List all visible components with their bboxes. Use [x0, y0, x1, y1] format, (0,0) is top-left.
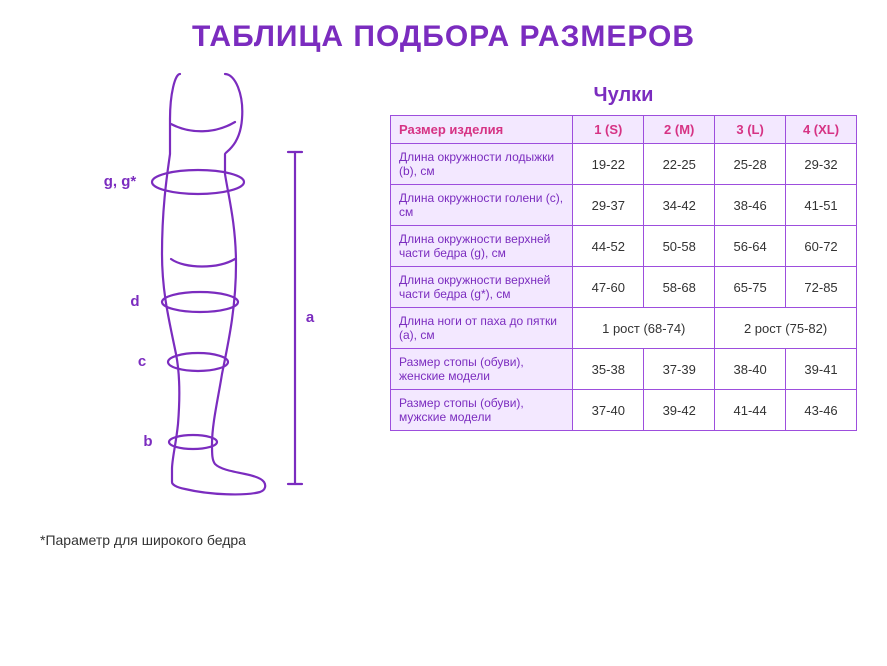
header-size-0: 1 (S) [573, 116, 644, 144]
table-cell: 60-72 [786, 226, 857, 267]
table-row: Длина ноги от паха до пятки (a), см1 рос… [391, 308, 857, 349]
header-size-3: 4 (XL) [786, 116, 857, 144]
diagram-column: g, g* d c b a [30, 64, 390, 514]
table-row: Длина окружности голени (c), см29-3734-4… [391, 185, 857, 226]
table-cell: 41-51 [786, 185, 857, 226]
table-cell: 50-58 [644, 226, 715, 267]
table-cell: 22-25 [644, 144, 715, 185]
row-label: Длина окружности верхней части бедра (g*… [391, 267, 573, 308]
table-cell: 37-40 [573, 390, 644, 431]
table-cell: 1 рост (68-74) [573, 308, 715, 349]
table-row: Размер стопы (обуви), мужские модели37-4… [391, 390, 857, 431]
row-label: Длина окружности верхней части бедра (g)… [391, 226, 573, 267]
table-row: Размер стопы (обуви), женские модели35-3… [391, 349, 857, 390]
row-label: Длина окружности лодыжки (b), см [391, 144, 573, 185]
page-title: ТАБЛИЦА ПОДБОРА РАЗМЕРОВ [0, 20, 887, 54]
table-header-row: Размер изделия 1 (S) 2 (M) 3 (L) 4 (XL) [391, 116, 857, 144]
table-cell: 19-22 [573, 144, 644, 185]
table-cell: 34-42 [644, 185, 715, 226]
table-cell: 47-60 [573, 267, 644, 308]
table-cell: 25-28 [715, 144, 786, 185]
header-size-1: 2 (M) [644, 116, 715, 144]
table-cell: 65-75 [715, 267, 786, 308]
table-row: Длина окружности верхней части бедра (g*… [391, 267, 857, 308]
diagram-label-c: c [138, 353, 146, 370]
header-size-2: 3 (L) [715, 116, 786, 144]
footnote: *Параметр для широкого бедра [40, 532, 887, 548]
content-row: g, g* d c b a Чулки Размер изделия 1 (S)… [0, 64, 887, 514]
table-cell: 37-39 [644, 349, 715, 390]
table-cell: 58-68 [644, 267, 715, 308]
table-title: Чулки [390, 84, 857, 107]
table-cell: 39-42 [644, 390, 715, 431]
diagram-label-d: d [130, 293, 139, 310]
table-row: Длина окружности лодыжки (b), см19-2222-… [391, 144, 857, 185]
diagram-label-g: g, g* [104, 173, 137, 190]
table-cell: 41-44 [715, 390, 786, 431]
table-cell: 38-40 [715, 349, 786, 390]
leg-diagram: g, g* d c b a [30, 64, 370, 514]
table-cell: 29-37 [573, 185, 644, 226]
size-table: Размер изделия 1 (S) 2 (M) 3 (L) 4 (XL) … [390, 115, 857, 431]
row-label: Размер стопы (обуви), мужские модели [391, 390, 573, 431]
row-label: Длина окружности голени (c), см [391, 185, 573, 226]
row-label: Длина ноги от паха до пятки (a), см [391, 308, 573, 349]
table-cell: 2 рост (75-82) [715, 308, 857, 349]
table-row: Длина окружности верхней части бедра (g)… [391, 226, 857, 267]
table-cell: 43-46 [786, 390, 857, 431]
table-column: Чулки Размер изделия 1 (S) 2 (M) 3 (L) 4… [390, 64, 857, 431]
table-cell: 56-64 [715, 226, 786, 267]
table-cell: 44-52 [573, 226, 644, 267]
diagram-label-b: b [143, 433, 152, 450]
table-cell: 35-38 [573, 349, 644, 390]
header-label: Размер изделия [391, 116, 573, 144]
table-cell: 39-41 [786, 349, 857, 390]
table-cell: 72-85 [786, 267, 857, 308]
table-cell: 29-32 [786, 144, 857, 185]
diagram-label-a: a [306, 309, 315, 326]
table-cell: 38-46 [715, 185, 786, 226]
row-label: Размер стопы (обуви), женские модели [391, 349, 573, 390]
